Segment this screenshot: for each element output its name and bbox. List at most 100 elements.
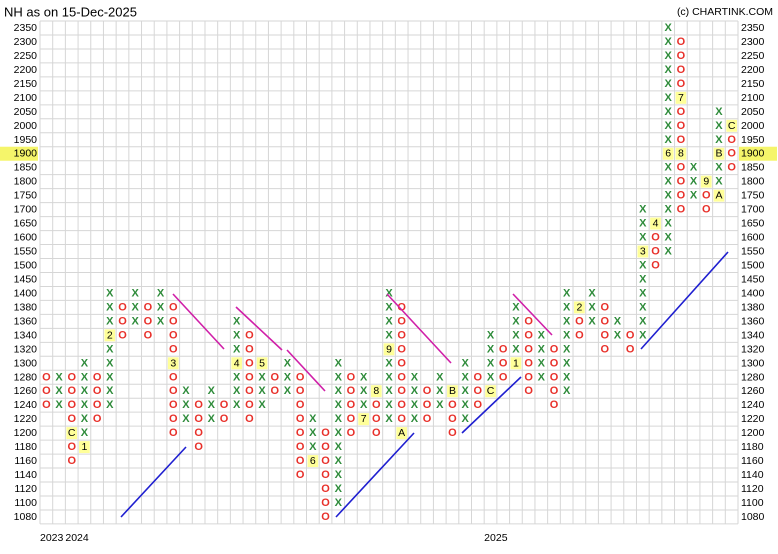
box-o: O bbox=[600, 315, 609, 327]
y-tick-label: 1650 bbox=[14, 218, 38, 230]
box-x: X bbox=[665, 50, 673, 62]
box-o: O bbox=[550, 399, 559, 411]
y-tick-label: 1550 bbox=[14, 246, 38, 258]
month-marker: 1 bbox=[81, 441, 87, 453]
box-o: O bbox=[245, 343, 254, 355]
box-o: O bbox=[677, 204, 686, 216]
box-o: O bbox=[42, 399, 51, 411]
last-price-box bbox=[0, 146, 38, 161]
box-o: O bbox=[245, 413, 254, 425]
y-tick-label: 1240 bbox=[14, 399, 38, 411]
y-tick-label: 1800 bbox=[14, 176, 38, 188]
y-tick-label: 1340 bbox=[14, 329, 38, 341]
box-o: O bbox=[651, 246, 660, 258]
y-tick-label: 2200 bbox=[741, 64, 765, 76]
box-o: O bbox=[727, 148, 736, 160]
box-x: X bbox=[563, 301, 571, 313]
month-marker: B bbox=[715, 148, 722, 160]
box-o: O bbox=[397, 413, 406, 425]
box-x: X bbox=[461, 413, 469, 425]
box-x: X bbox=[81, 413, 89, 425]
y-tick-label: 1160 bbox=[741, 455, 764, 467]
box-x: X bbox=[639, 218, 647, 230]
box-o: O bbox=[677, 64, 686, 76]
y-tick-label: 1300 bbox=[14, 357, 38, 369]
box-o: O bbox=[321, 511, 330, 523]
y-tick-label: 2350 bbox=[741, 22, 765, 34]
box-x: X bbox=[665, 246, 673, 258]
box-o: O bbox=[550, 357, 559, 369]
box-x: X bbox=[106, 315, 114, 327]
y-tick-label: 1450 bbox=[14, 273, 38, 285]
box-o: O bbox=[296, 371, 305, 383]
box-o: O bbox=[448, 413, 457, 425]
box-o: O bbox=[296, 441, 305, 453]
box-x: X bbox=[335, 385, 343, 397]
trend-lines bbox=[120, 251, 729, 518]
y-tick-label: 1240 bbox=[741, 399, 765, 411]
box-o: O bbox=[600, 343, 609, 355]
y-tick-label: 2050 bbox=[14, 106, 38, 118]
box-x: X bbox=[665, 22, 673, 34]
box-x: X bbox=[385, 315, 393, 327]
box-x: X bbox=[538, 343, 546, 355]
box-x: X bbox=[487, 371, 495, 383]
month-marker-box bbox=[447, 385, 458, 398]
box-o: O bbox=[169, 343, 178, 355]
credit: (c) CHARTINK.COM bbox=[677, 6, 773, 18]
box-o: O bbox=[347, 371, 356, 383]
box-o: O bbox=[321, 469, 330, 481]
box-x: X bbox=[81, 357, 89, 369]
support-line bbox=[335, 432, 415, 518]
y-tick-label: 1280 bbox=[14, 371, 38, 383]
month-marker: 9 bbox=[703, 176, 709, 188]
y-tick-label: 1750 bbox=[14, 190, 38, 202]
box-x: X bbox=[335, 483, 343, 495]
month-marker: 7 bbox=[361, 413, 367, 425]
box-o: O bbox=[296, 413, 305, 425]
box-x: X bbox=[81, 371, 89, 383]
box-x: X bbox=[411, 413, 419, 425]
box-o: O bbox=[169, 413, 178, 425]
box-x: X bbox=[335, 427, 343, 439]
box-o: O bbox=[144, 329, 153, 341]
box-o: O bbox=[169, 301, 178, 313]
box-o: O bbox=[347, 399, 356, 411]
y-tick-label: 2300 bbox=[741, 36, 765, 48]
box-o: O bbox=[677, 190, 686, 202]
box-x: X bbox=[335, 413, 343, 425]
box-x: X bbox=[360, 399, 368, 411]
box-o: O bbox=[169, 385, 178, 397]
support-line bbox=[461, 376, 522, 434]
box-o: O bbox=[499, 357, 508, 369]
month-marker-box bbox=[396, 427, 408, 440]
box-x: X bbox=[639, 287, 647, 299]
box-o: O bbox=[271, 371, 280, 383]
box-x: X bbox=[639, 232, 647, 244]
y-tick-label: 1180 bbox=[741, 441, 764, 453]
box-o: O bbox=[118, 301, 127, 313]
month-marker-box bbox=[485, 385, 496, 398]
box-x: X bbox=[512, 329, 520, 341]
resistance-line bbox=[386, 293, 452, 364]
y-tick-label: 1700 bbox=[14, 204, 38, 216]
box-o: O bbox=[271, 385, 280, 397]
box-x: X bbox=[81, 427, 89, 439]
box-o: O bbox=[321, 497, 330, 509]
box-o: O bbox=[524, 357, 533, 369]
box-o: O bbox=[347, 413, 356, 425]
box-x: X bbox=[258, 385, 266, 397]
box-x: X bbox=[563, 371, 571, 383]
box-x: X bbox=[563, 357, 571, 369]
box-x: X bbox=[81, 399, 89, 411]
box-x: X bbox=[132, 301, 140, 313]
y-tick-label: 2250 bbox=[741, 50, 765, 62]
box-o: O bbox=[296, 385, 305, 397]
box-o: O bbox=[397, 399, 406, 411]
box-x: X bbox=[385, 399, 393, 411]
y-tick-label: 1600 bbox=[14, 232, 38, 244]
box-x: X bbox=[487, 329, 495, 341]
box-o: O bbox=[626, 329, 635, 341]
box-x: X bbox=[665, 176, 673, 188]
box-o: O bbox=[651, 259, 660, 271]
